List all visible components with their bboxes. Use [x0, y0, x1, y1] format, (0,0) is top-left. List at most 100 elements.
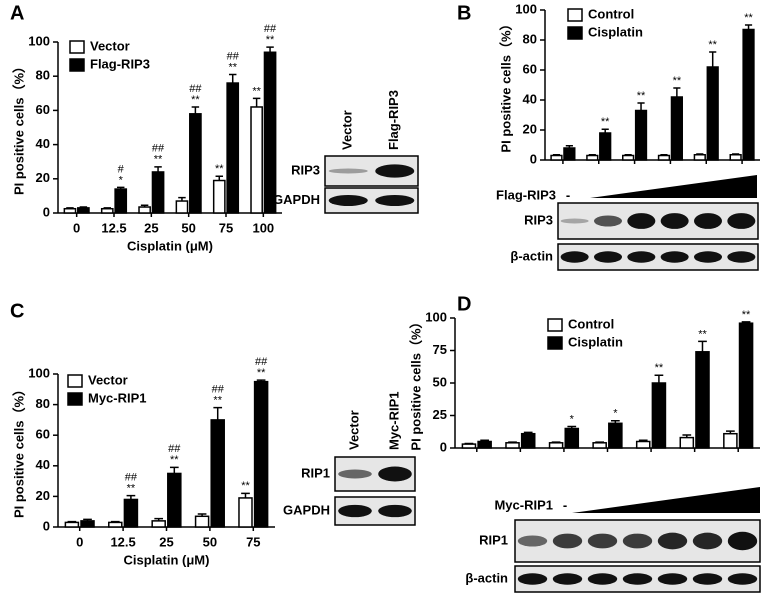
error-bar	[565, 145, 573, 148]
bar	[599, 132, 612, 161]
bar	[505, 442, 520, 449]
error-bar	[83, 518, 92, 521]
x-tick-label: 75	[219, 220, 233, 235]
y-tick-label: 20	[523, 121, 537, 136]
error-bar	[610, 419, 620, 424]
bar	[550, 154, 563, 161]
error-bar	[103, 207, 112, 209]
error-bar	[673, 87, 681, 97]
blot-band	[338, 469, 372, 479]
y-tick-label: 20	[36, 488, 50, 503]
significance-label: **	[257, 367, 266, 379]
significance-label: **	[637, 90, 646, 102]
significance-label: ##	[189, 83, 202, 95]
bar	[212, 179, 226, 214]
blot-column-label: Vector	[340, 110, 355, 150]
x-tick-label: 75	[246, 534, 260, 549]
bar	[738, 322, 754, 449]
error-bar	[191, 106, 200, 114]
legend-label: Control	[588, 6, 634, 21]
blot-band	[552, 533, 583, 549]
error-bar	[140, 204, 149, 208]
y-tick-label: 100	[28, 365, 50, 380]
y-tick-label: 80	[523, 31, 537, 46]
y-tick-label: 0	[440, 439, 447, 454]
bar	[461, 443, 477, 449]
error-bar	[215, 175, 224, 181]
blot-treatment-label: Myc-RIP1	[494, 497, 553, 512]
error-bar	[732, 153, 740, 155]
bar	[742, 28, 755, 161]
legend-label: Vector	[90, 38, 130, 53]
blot-band	[517, 573, 548, 585]
blot-band	[552, 573, 583, 585]
error-bar	[126, 494, 136, 500]
significance-label: **	[252, 85, 261, 97]
significance-label: *	[119, 174, 124, 186]
bar	[520, 432, 536, 449]
error-bar	[552, 154, 561, 156]
bar	[138, 206, 151, 214]
y-tick-label: 50	[433, 374, 447, 389]
x-tick-label: 0	[76, 534, 83, 549]
legend-label: Control	[568, 316, 614, 331]
legend-label: Flag-RIP3	[90, 56, 150, 71]
bar	[729, 154, 742, 161]
x-tick-label: 100	[252, 220, 274, 235]
bar	[548, 442, 564, 449]
blot-box	[557, 202, 759, 240]
error-bar	[698, 340, 707, 352]
blot-band	[338, 504, 372, 518]
bar	[592, 442, 607, 449]
bar	[189, 113, 202, 214]
bar	[238, 497, 253, 528]
y-tick-label: 80	[36, 396, 50, 411]
significance-label: **	[673, 75, 682, 87]
error-bar	[197, 513, 207, 517]
x-tick-label: 50	[181, 220, 195, 235]
panel-letter: B	[457, 2, 471, 24]
x-tick-label: 0	[73, 220, 80, 235]
error-bar	[726, 430, 735, 434]
error-bar	[228, 73, 237, 84]
bar	[723, 432, 738, 449]
blot-row-label: RIP3	[291, 162, 320, 177]
error-bar	[116, 186, 125, 190]
significance-label: **	[191, 94, 200, 106]
significance-label: ##	[168, 443, 181, 455]
bar	[622, 154, 635, 161]
bar	[80, 520, 95, 528]
legend-label: Myc-RIP1	[88, 390, 147, 405]
error-bar	[567, 425, 577, 429]
y-axis-label: PI positive cells（%）	[408, 315, 423, 450]
blot-row-label: β-actin	[510, 248, 553, 263]
significance-label: ##	[264, 23, 277, 35]
blot-band	[694, 213, 722, 229]
blot-row-label: RIP1	[301, 465, 330, 480]
significance-label: ##	[255, 356, 268, 368]
y-tick-label: 40	[36, 136, 50, 151]
legend-swatch	[69, 40, 85, 54]
blot-band	[727, 573, 758, 585]
blot-band	[587, 573, 618, 585]
x-axis-label: Cisplatin (μM)	[127, 238, 213, 253]
error-bar	[213, 406, 223, 420]
blot-band	[692, 573, 723, 585]
legend-swatch	[567, 8, 583, 22]
error-bar	[595, 441, 605, 443]
significance-label: **	[228, 61, 237, 73]
x-tick-label: 12.5	[110, 534, 135, 549]
legend-swatch	[67, 374, 83, 388]
legend-label: Vector	[88, 372, 128, 387]
error-bar	[744, 24, 753, 30]
y-axis-label: PI positive cells（%）	[11, 60, 26, 195]
blot-band	[378, 504, 412, 518]
blot-row-label: GAPDH	[283, 502, 330, 517]
bar	[151, 171, 165, 214]
blot-row-label: GAPDH	[273, 192, 320, 207]
bar	[77, 207, 90, 214]
blot-column-label: Myc-RIP1	[386, 391, 401, 450]
panel-letter: D	[457, 293, 471, 315]
dose-triangle	[572, 487, 760, 513]
significance-label: **	[698, 328, 707, 340]
